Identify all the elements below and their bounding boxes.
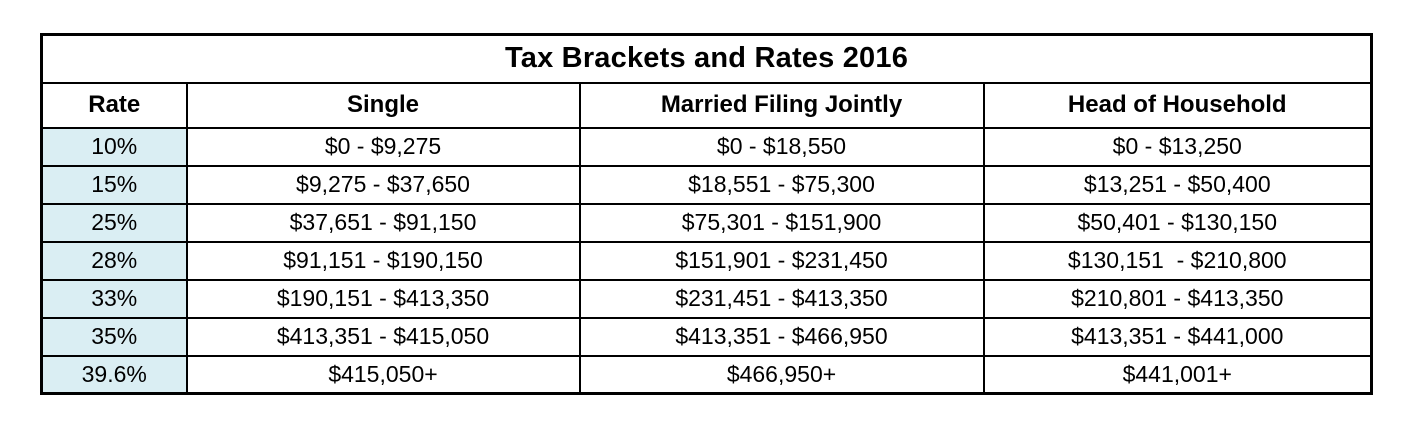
married-bracket-cell: $75,301 - $151,900: [578, 202, 985, 243]
tax-brackets-table: Tax Brackets and Rates 2016 Rate Single …: [40, 33, 1374, 395]
table-row: 33% $190,151 - $413,350 $231,451 - $413,…: [40, 278, 1373, 319]
married-bracket-cell: $466,950+: [578, 354, 985, 395]
column-header-rate: Rate: [40, 81, 188, 129]
rate-cell: 28%: [40, 240, 188, 281]
single-bracket-cell: $9,275 - $37,650: [185, 164, 581, 205]
hoh-bracket-cell: $413,351 - $441,000: [982, 316, 1373, 357]
tax-brackets-table-container: Tax Brackets and Rates 2016 Rate Single …: [40, 33, 1374, 395]
single-bracket-cell: $190,151 - $413,350: [185, 278, 581, 319]
table-row: 25% $37,651 - $91,150 $75,301 - $151,900…: [40, 202, 1373, 243]
rate-cell: 15%: [40, 164, 188, 205]
rate-cell: 35%: [40, 316, 188, 357]
married-bracket-cell: $413,351 - $466,950: [578, 316, 985, 357]
single-bracket-cell: $0 - $9,275: [185, 126, 581, 167]
table-title-row: Tax Brackets and Rates 2016: [40, 33, 1373, 84]
table-title: Tax Brackets and Rates 2016: [40, 33, 1373, 84]
hoh-bracket-cell: $130,151 - $210,800: [982, 240, 1373, 281]
column-header-hoh: Head of Household: [982, 81, 1373, 129]
hoh-bracket-cell: $50,401 - $130,150: [982, 202, 1373, 243]
table-row: 35% $413,351 - $415,050 $413,351 - $466,…: [40, 316, 1373, 357]
single-bracket-cell: $415,050+: [185, 354, 581, 395]
hoh-bracket-cell: $441,001+: [982, 354, 1373, 395]
hoh-bracket-cell: $13,251 - $50,400: [982, 164, 1373, 205]
rate-cell: 39.6%: [40, 354, 188, 395]
hoh-bracket-cell: $0 - $13,250: [982, 126, 1373, 167]
hoh-bracket-cell: $210,801 - $413,350: [982, 278, 1373, 319]
table-header-row: Rate Single Married Filing Jointly Head …: [40, 81, 1373, 129]
married-bracket-cell: $18,551 - $75,300: [578, 164, 985, 205]
table-row: 10% $0 - $9,275 $0 - $18,550 $0 - $13,25…: [40, 126, 1373, 167]
rate-cell: 10%: [40, 126, 188, 167]
rate-cell: 33%: [40, 278, 188, 319]
table-row: 39.6% $415,050+ $466,950+ $441,001+: [40, 354, 1373, 395]
table-row: 28% $91,151 - $190,150 $151,901 - $231,4…: [40, 240, 1373, 281]
column-header-married: Married Filing Jointly: [578, 81, 985, 129]
single-bracket-cell: $413,351 - $415,050: [185, 316, 581, 357]
married-bracket-cell: $151,901 - $231,450: [578, 240, 985, 281]
married-bracket-cell: $0 - $18,550: [578, 126, 985, 167]
single-bracket-cell: $37,651 - $91,150: [185, 202, 581, 243]
married-bracket-cell: $231,451 - $413,350: [578, 278, 985, 319]
column-header-single: Single: [185, 81, 581, 129]
single-bracket-cell: $91,151 - $190,150: [185, 240, 581, 281]
table-row: 15% $9,275 - $37,650 $18,551 - $75,300 $…: [40, 164, 1373, 205]
rate-cell: 25%: [40, 202, 188, 243]
